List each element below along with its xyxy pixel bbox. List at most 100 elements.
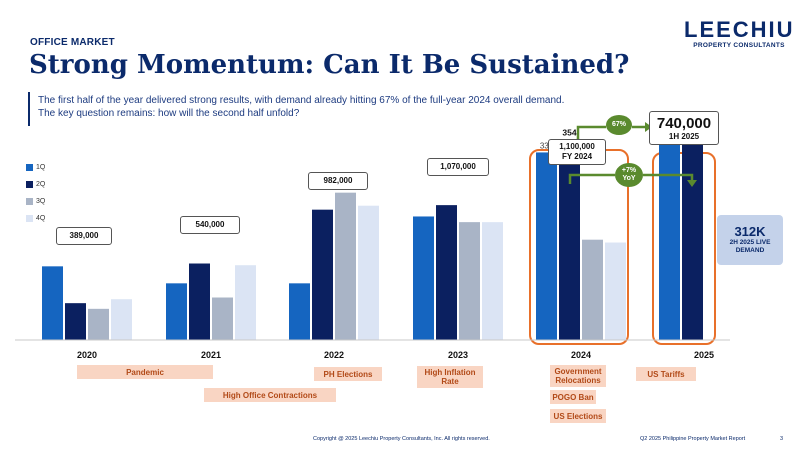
total-value-2025: 740,000 [656,114,712,132]
event-ph-elections: PH Elections [314,367,382,381]
bar-2021-3q [212,297,233,340]
x-tick-label-2020: 2020 [77,350,97,360]
legend-swatch-1q [26,163,33,171]
bar-2022-3q [335,192,356,340]
footer-copyright: Copyright @ 2025 Leechiu Property Consul… [313,436,490,442]
total-box-2021: 540,000 [180,216,240,234]
x-tick-label-2023: 2023 [448,350,468,360]
event-high-office-contractions-label: High Office Contractions [222,390,318,400]
bar-2022-2q [312,209,333,340]
bar-2024-2q [559,139,580,340]
event-government-relocations-label-line-1: Government [554,367,602,376]
total-sub-2025: 1H 2025 [668,131,700,141]
event-high-inflation-label-line-1: High Inflation [424,368,476,377]
subtitle-line-2: The key question remains: how will the s… [38,108,300,119]
bar-2025-2q [682,124,703,341]
event-pandemic: Pandemic [77,365,213,379]
bar-2021-4q [235,265,256,340]
total-value-2021: 540,000 [195,220,225,229]
yoy-value: +7% [621,167,637,174]
bar-2024-1q [536,152,557,340]
x-tick-label-2025: 2025 [694,350,714,360]
total-box-2024: 1,100,000 FY 2024 [548,139,606,165]
bar-2022-1q [289,283,310,340]
bar-2025-1q [659,136,680,340]
legend-item-4q: 4Q [26,211,45,225]
total-box-2023: 1,070,000 [427,158,489,176]
event-ph-elections-label: PH Elections [323,369,373,379]
data-label-2024-1q: 331 [540,141,554,150]
x-tick-label-2021: 2021 [201,350,221,360]
footer-page-number: 3 [780,436,784,442]
subtitle-line-1: The first half of the year delivered str… [38,95,565,106]
legend-item-2q: 2Q [26,177,45,191]
data-label-2024-2q: 354 [562,127,576,137]
total-box-2022: 982,000 [308,172,368,190]
bar-2023-4q [482,222,503,340]
subtitle: The first half of the year delivered str… [38,94,658,120]
event-high-office-contractions: High Office Contractions [204,388,336,402]
outlook-label-line-2: DEMAND [735,247,765,254]
bar-2020-3q [88,308,109,340]
pct-of-2024-marker: 67% [606,115,632,135]
bar-2023-3q [459,222,480,340]
connector-67pct-arrowhead-right [645,122,652,132]
connector-yoy-arrowhead-down [687,180,697,187]
x-tick-label-2022: 2022 [324,350,344,360]
event-government-relocations: Government Relocations [550,365,606,387]
event-high-inflation-rate: High Inflation Rate [417,366,483,388]
connector-yoy-right [643,173,694,182]
event-pogo-ban: POGO Ban [550,390,596,404]
yoy-marker: +7% YoY [615,163,643,187]
total-value-2020: 389,000 [69,231,99,240]
total-box-2020: 389,000 [56,227,112,245]
outlook-callout: 312K 2H 2025 LIVE DEMAND [717,215,783,265]
event-pandemic-label: Pandemic [126,367,164,377]
outlook-value: 312K [734,224,766,239]
bar-2021-2q [189,263,210,340]
event-us-tariffs: US Tariffs [636,367,696,381]
legend-label-4q: 4Q [36,214,46,222]
connector-67pct-left [576,125,606,141]
page-title: Strong Momentum: Can It Be Sustained? [29,50,630,80]
section-label: OFFICE MARKET [30,37,115,48]
legend-label-1q: 1Q [36,163,46,171]
bar-2024-4q [605,242,626,340]
legend-label-3q: 3Q [36,197,46,205]
logo-tagline: PROPERTY CONSULTANTS [693,42,785,49]
x-tick-label-2024: 2024 [571,350,591,360]
total-value-2023: 1,070,000 [440,162,476,171]
company-logo: LEECHIU PROPERTY CONSULTANTS [684,18,794,50]
total-sub-2024: FY 2024 [561,152,593,161]
subtitle-accent-bar [28,92,30,126]
bar-2024-3q [582,239,603,340]
legend-item-3q: 3Q [26,194,45,208]
bar-2023-1q [413,216,434,340]
legend-swatch-4q [26,214,33,222]
yoy-label: YoY [622,175,636,182]
bar-2022-4q [358,205,379,340]
logo-wordmark: LEECHIU [684,17,795,42]
outlook-label-line-1: 2H 2025 LIVE [729,239,771,246]
legend-item-1q: 1Q [26,160,45,174]
event-us-tariffs-label: US Tariffs [647,369,685,379]
bar-2020-2q [65,303,86,340]
event-high-inflation-label-line-2: Rate [441,377,459,386]
event-government-relocations-label-line-2: Relocations [555,376,601,385]
event-us-elections-label: US Elections [553,411,603,421]
total-box-2025: 740,000 1H 2025 [649,111,719,145]
bar-2020-4q [111,299,132,340]
legend-label-2q: 2Q [36,180,46,188]
bar-2023-2q [436,205,457,340]
bar-2020-1q [42,266,63,340]
legend-swatch-2q [26,180,33,188]
footer-report-name: Q2 2025 Philippine Property Market Repor… [640,436,746,442]
event-pogo-ban-label: POGO Ban [552,392,594,402]
legend-swatch-3q [26,197,33,205]
event-us-elections: US Elections [550,409,606,423]
total-value-2024: 1,100,000 [559,142,595,151]
total-value-2022: 982,000 [323,176,353,185]
bar-2021-1q [166,283,187,340]
